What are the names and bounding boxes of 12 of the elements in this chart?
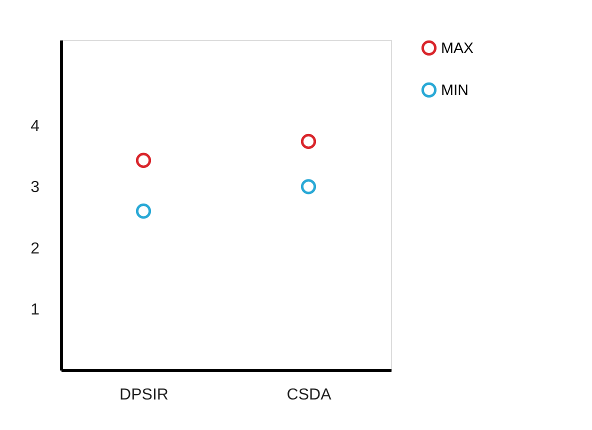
y-tick-label: 3 [30, 179, 40, 196]
point [136, 204, 152, 219]
x-tick-label: DPSIR [120, 386, 168, 404]
point [300, 134, 316, 150]
point [136, 152, 152, 168]
x-tick-label: CSDA [286, 386, 332, 404]
legend-label: MIN [441, 82, 468, 99]
y-tick-label: 4 [30, 118, 40, 136]
legend-label: MAX [441, 40, 474, 57]
point [300, 179, 316, 194]
y-tick-label: 1 [30, 301, 40, 318]
y-tick-label: 2 [30, 240, 40, 258]
